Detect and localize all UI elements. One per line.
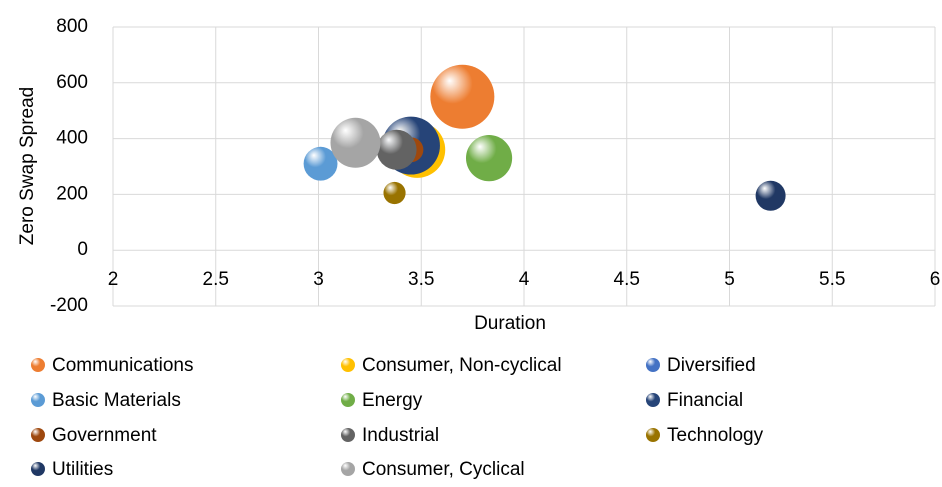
legend-label: Consumer, Non-cyclical [362, 355, 562, 376]
legend-marker [31, 462, 45, 476]
legend-label: Industrial [362, 425, 439, 446]
legend-marker [646, 393, 660, 407]
legend-marker [646, 358, 660, 372]
legend-label: Financial [667, 390, 743, 411]
legend-marker [31, 428, 45, 442]
x-tick-label: 2 [108, 269, 119, 290]
legend-label: Basic Materials [52, 390, 181, 411]
x-tick-label: 5.5 [819, 269, 845, 290]
bubble [376, 129, 417, 170]
bubble [303, 146, 338, 181]
legend-label: Consumer, Cyclical [362, 459, 525, 480]
x-tick-label: 4 [519, 269, 530, 290]
y-tick-label: -200 [50, 295, 88, 316]
legend-label: Communications [52, 355, 194, 376]
x-tick-label: 4.5 [614, 269, 640, 290]
bubble [383, 181, 406, 205]
y-axis-title: Zero Swap Spread [17, 87, 38, 245]
x-tick-label: 3.5 [408, 269, 434, 290]
x-tick-label: 2.5 [203, 269, 229, 290]
x-axis-title: Duration [474, 313, 546, 334]
y-tick-label: 0 [77, 239, 88, 260]
legend-label: Energy [362, 390, 423, 411]
legend-marker [31, 393, 45, 407]
y-tick-label: 400 [56, 128, 88, 149]
legend-label: Government [52, 425, 157, 446]
legend-marker [341, 462, 355, 476]
y-tick-label: 600 [56, 72, 88, 93]
bubble [330, 117, 381, 168]
y-tick-label: 200 [56, 183, 88, 204]
x-tick-label: 6 [930, 269, 941, 290]
legend-label: Technology [667, 425, 764, 446]
legend-marker [341, 428, 355, 442]
legend-marker [31, 358, 45, 372]
bubble [465, 135, 513, 182]
x-tick-label: 3 [313, 269, 324, 290]
x-tick-label: 5 [724, 269, 735, 290]
bubble [755, 180, 786, 211]
bubble [430, 64, 495, 129]
legend-marker [341, 358, 355, 372]
legend-label: Diversified [667, 355, 756, 376]
legend-marker [646, 428, 660, 442]
legend-label: Utilities [52, 459, 113, 480]
y-tick-label: 800 [56, 16, 88, 37]
legend-marker [341, 393, 355, 407]
